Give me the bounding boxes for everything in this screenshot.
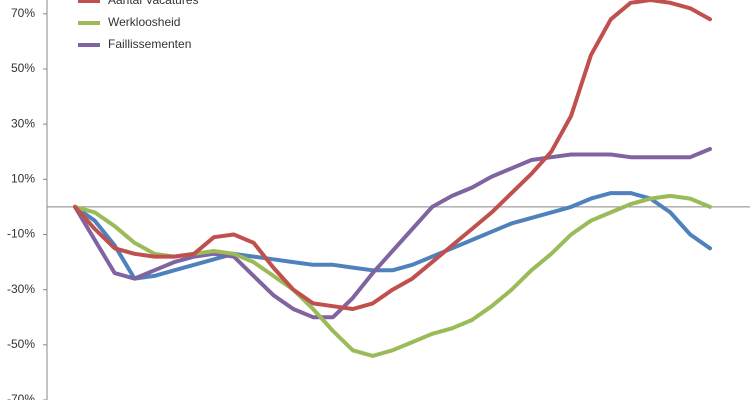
y-tick-label: 10% [11, 171, 35, 185]
series-line [73, 191, 712, 281]
y-tick-label: 50% [11, 61, 35, 75]
y-tick-label: -10% [7, 227, 35, 241]
legend-label: Aantal Vacatures [108, 0, 199, 7]
y-tick-label: -30% [7, 282, 35, 296]
y-tick-label: -50% [7, 337, 35, 351]
series-line [73, 0, 712, 311]
y-tick-label: 70% [11, 6, 35, 20]
series-line [73, 147, 712, 320]
y-tick-label: -70% [7, 392, 35, 400]
legend-label: Faillissementen [108, 37, 191, 51]
series-line [73, 193, 712, 358]
y-tick-label: 30% [11, 116, 35, 130]
legend-label: Werkloosheid [108, 15, 180, 29]
